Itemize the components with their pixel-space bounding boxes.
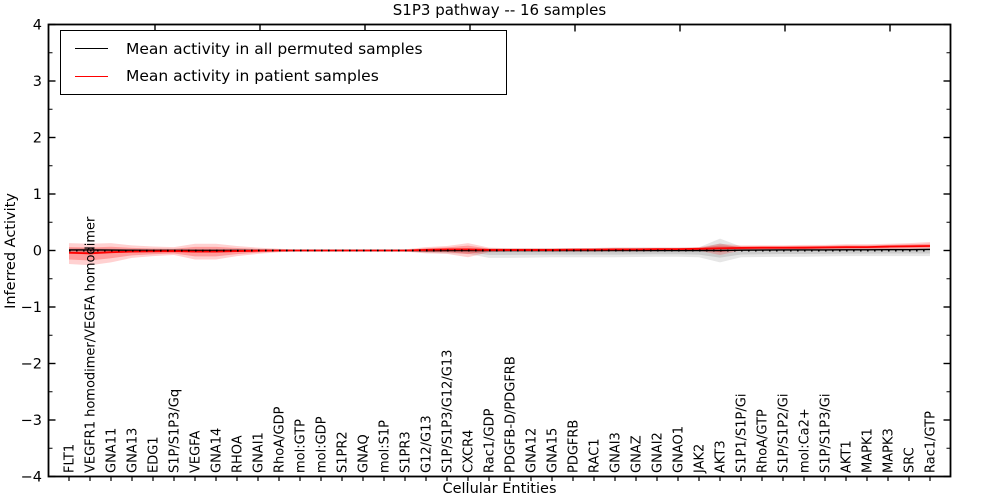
x-tick-label: mol:S1P — [378, 420, 393, 473]
x-tick-label: GNAI3 — [609, 432, 624, 473]
x-tick-label: GNAQ — [357, 434, 372, 473]
x-tick-label: GNA13 — [126, 428, 141, 473]
x-tick-label: AKT1 — [840, 440, 855, 473]
y-axis-label: Inferred Activity — [3, 193, 19, 309]
y-tick-label: −1 — [21, 300, 42, 316]
x-tick-label: Rac1/GDP — [483, 408, 498, 473]
legend-label-permuted: Mean activity in all permuted samples — [126, 39, 423, 58]
x-tick-label: GNAI2 — [651, 432, 666, 473]
x-tick-label: RhoA/GDP — [273, 406, 288, 473]
x-tick-label: RAC1 — [588, 438, 603, 473]
x-tick-label: S1P/S1P3/Gi — [819, 394, 834, 473]
x-tick-label: AKT3 — [714, 440, 729, 473]
patient-mean-line — [68, 245, 931, 255]
x-tick-label: VEGFA — [189, 431, 204, 473]
x-tick-label: GNA12 — [525, 428, 540, 473]
y-tick-label: −2 — [21, 357, 42, 373]
x-tick-label: CXCR4 — [462, 430, 477, 473]
x-tick-label: S1P/S1P3/Gq — [168, 389, 183, 473]
x-tick-label: RhoA/GTP — [756, 409, 771, 473]
x-tick-label: mol:GTP — [294, 419, 309, 473]
x-tick-label: GNAI1 — [252, 432, 267, 473]
x-tick-label: FLT1 — [63, 444, 78, 473]
y-tick-label: 2 — [33, 131, 42, 147]
x-tick-label: mol:Ca2+ — [798, 408, 813, 473]
legend: Mean activity in all permuted samples Me… — [60, 30, 507, 95]
y-tick-label: 1 — [33, 187, 42, 203]
legend-line-red-icon — [75, 75, 108, 77]
x-tick-label: VEGFR1 homodimer/VEGFA homodimer — [84, 216, 99, 473]
x-tick-label: SRC — [903, 447, 918, 473]
x-tick-label: RHOA — [231, 435, 246, 473]
x-tick-label: GNAZ — [630, 435, 645, 473]
x-tick-label: S1P/S1P3/G12/G13 — [441, 350, 456, 473]
legend-label-patient: Mean activity in patient samples — [126, 67, 379, 86]
x-tick-label: JAK2 — [693, 444, 708, 474]
x-tick-label: MAPK3 — [882, 428, 897, 473]
x-axis-label: Cellular Entities — [442, 481, 557, 497]
legend-item-permuted: Mean activity in all permuted samples — [75, 40, 506, 58]
x-tick-label: S1PR3 — [399, 431, 414, 473]
y-tick-label: 0 — [33, 244, 42, 260]
x-tick-label: Rac1/GTP — [924, 411, 939, 473]
x-tick-label: PDGFRB — [567, 420, 582, 473]
x-tick-label: G12/G13 — [420, 415, 435, 473]
y-tick-label: 4 — [33, 18, 42, 34]
legend-line-black-icon — [75, 48, 108, 50]
y-tick-label: −3 — [21, 413, 42, 429]
chart-title: S1P3 pathway -- 16 samples — [392, 1, 607, 19]
y-tick-label: −4 — [21, 470, 42, 486]
x-tick-label: MAPK1 — [861, 428, 876, 473]
x-tick-label: S1PR2 — [336, 431, 351, 473]
y-tick-label: 3 — [33, 74, 42, 90]
x-tick-label: GNAO1 — [672, 426, 687, 473]
x-tick-label: GNA11 — [105, 428, 120, 473]
x-tick-label: mol:GDP — [315, 416, 330, 473]
x-tick-label: S1P/S1P2/Gi — [777, 394, 792, 473]
x-tick-label: GNA14 — [210, 428, 225, 473]
legend-item-patient: Mean activity in patient samples — [75, 67, 506, 85]
x-tick-label: EDG1 — [147, 436, 162, 473]
x-tick-label: GNA15 — [546, 428, 561, 473]
x-tick-label: PDGFB-D/PDGFRB — [504, 356, 519, 473]
axes-spines — [47, 23, 952, 478]
x-tick-label: S1P1/S1P/Gi — [735, 394, 750, 473]
